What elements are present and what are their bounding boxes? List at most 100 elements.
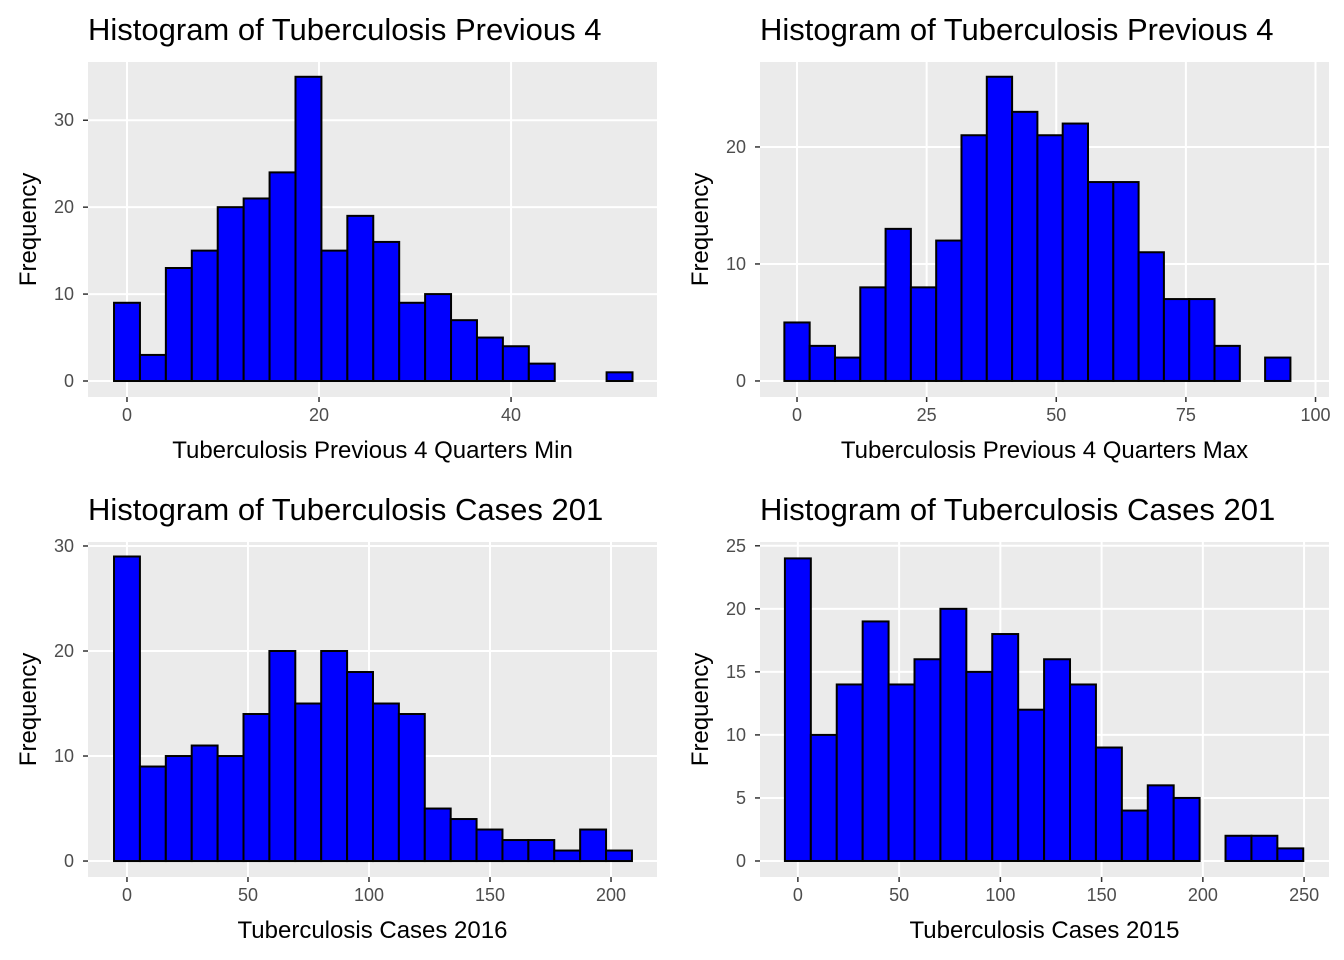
y-tick-label: 30 — [54, 110, 74, 130]
x-axis-label: Tuberculosis Cases 2015 — [910, 917, 1180, 944]
bar — [808, 344, 836, 382]
bar — [423, 807, 452, 863]
y-tick-label: 10 — [726, 725, 746, 745]
bar — [783, 321, 811, 382]
x-tick-label: 25 — [917, 405, 937, 425]
x-tick-label: 0 — [122, 885, 132, 905]
x-tick-label: 250 — [1289, 885, 1319, 905]
panel: 0 10 20 30 0 20 40 Histogram of Tuberculosis Pr… — [15, 12, 657, 464]
y-tick-label: 10 — [54, 284, 74, 304]
bar — [1011, 110, 1039, 382]
y-tick-label: 0 — [736, 371, 746, 391]
panel: 0 10 20 0 25 50 75 100 Histogram of Tuberculosis… — [687, 12, 1331, 464]
bar — [965, 670, 994, 862]
y-tick-label: 5 — [736, 788, 746, 808]
y-tick-label: 20 — [54, 641, 74, 661]
bar — [909, 286, 938, 382]
bar — [887, 683, 916, 862]
bar — [833, 356, 862, 382]
y-tick-label: 0 — [736, 851, 746, 871]
bar — [605, 849, 633, 863]
bar — [1250, 834, 1279, 862]
bar — [1112, 181, 1140, 382]
bar — [783, 557, 812, 862]
y-tick-label: 20 — [726, 599, 746, 619]
bar — [501, 839, 530, 863]
bar — [1017, 708, 1046, 862]
bar — [1094, 746, 1123, 862]
bar — [939, 607, 968, 862]
bar — [1146, 784, 1175, 862]
x-tick-label: 200 — [1188, 885, 1218, 905]
bar — [242, 713, 271, 863]
bar — [579, 828, 608, 863]
bar — [475, 828, 504, 863]
bar — [294, 702, 323, 863]
x-tick-label: 100 — [1300, 405, 1330, 425]
x-tick-label: 0 — [792, 405, 802, 425]
y-tick-label: 20 — [54, 197, 74, 217]
bar — [138, 765, 167, 863]
bar — [809, 733, 838, 862]
y-tick-label: 25 — [726, 536, 746, 556]
bar — [1162, 298, 1191, 382]
bar — [1188, 298, 1216, 382]
bar — [1264, 356, 1292, 382]
bar — [346, 671, 374, 863]
bar — [216, 755, 245, 863]
bar — [372, 240, 401, 383]
y-tick-label: 10 — [54, 746, 74, 766]
bar — [164, 755, 193, 863]
bar — [991, 633, 1020, 862]
x-tick-label: 100 — [354, 885, 384, 905]
bar — [501, 345, 530, 383]
bar — [913, 658, 942, 862]
bar — [1036, 134, 1064, 382]
bar — [320, 249, 349, 383]
bar — [398, 301, 427, 383]
x-tick-label: 200 — [596, 885, 626, 905]
bar — [553, 849, 582, 863]
panel: 0 10 20 30 0 50 100 150 200 Histogram of Tubercul… — [15, 492, 657, 944]
bar — [475, 336, 504, 383]
bar — [294, 75, 323, 383]
x-tick-label: 50 — [238, 885, 258, 905]
bar — [884, 227, 912, 382]
bar — [268, 650, 297, 863]
bar — [190, 249, 219, 383]
bar — [861, 620, 890, 862]
bar — [1087, 181, 1115, 382]
y-tick-label: 15 — [726, 662, 746, 682]
x-tick-label: 150 — [1087, 885, 1117, 905]
bar — [960, 134, 988, 382]
y-axis-label: Frequency — [15, 173, 42, 286]
bar — [1213, 344, 1241, 382]
chart-title: Histogram of Tuberculosis Cases 201 — [760, 492, 1275, 527]
bar — [985, 75, 1014, 382]
bar — [1172, 796, 1201, 862]
bar — [605, 371, 634, 383]
bar — [1120, 809, 1149, 862]
x-tick-label: 50 — [889, 885, 909, 905]
bar — [113, 555, 141, 863]
x-tick-label: 20 — [309, 405, 329, 425]
bar — [1276, 847, 1305, 862]
bar — [1061, 122, 1090, 382]
y-axis-label: Frequency — [687, 173, 714, 286]
x-tick-label: 150 — [475, 885, 505, 905]
chart-title: Histogram of Tuberculosis Previous 4 — [88, 12, 601, 47]
x-tick-label: 40 — [501, 405, 521, 425]
y-tick-label: 30 — [54, 536, 74, 556]
x-tick-label: 75 — [1176, 405, 1196, 425]
x-tick-label: 0 — [793, 885, 803, 905]
bar — [424, 293, 453, 383]
x-axis-label: Tuberculosis Previous 4 Quarters Min — [172, 437, 573, 464]
bar — [1137, 251, 1165, 382]
bar — [1069, 683, 1097, 862]
bar — [242, 197, 271, 383]
y-axis-label: Frequency — [687, 653, 714, 766]
bar — [527, 839, 556, 863]
bar — [190, 744, 219, 863]
